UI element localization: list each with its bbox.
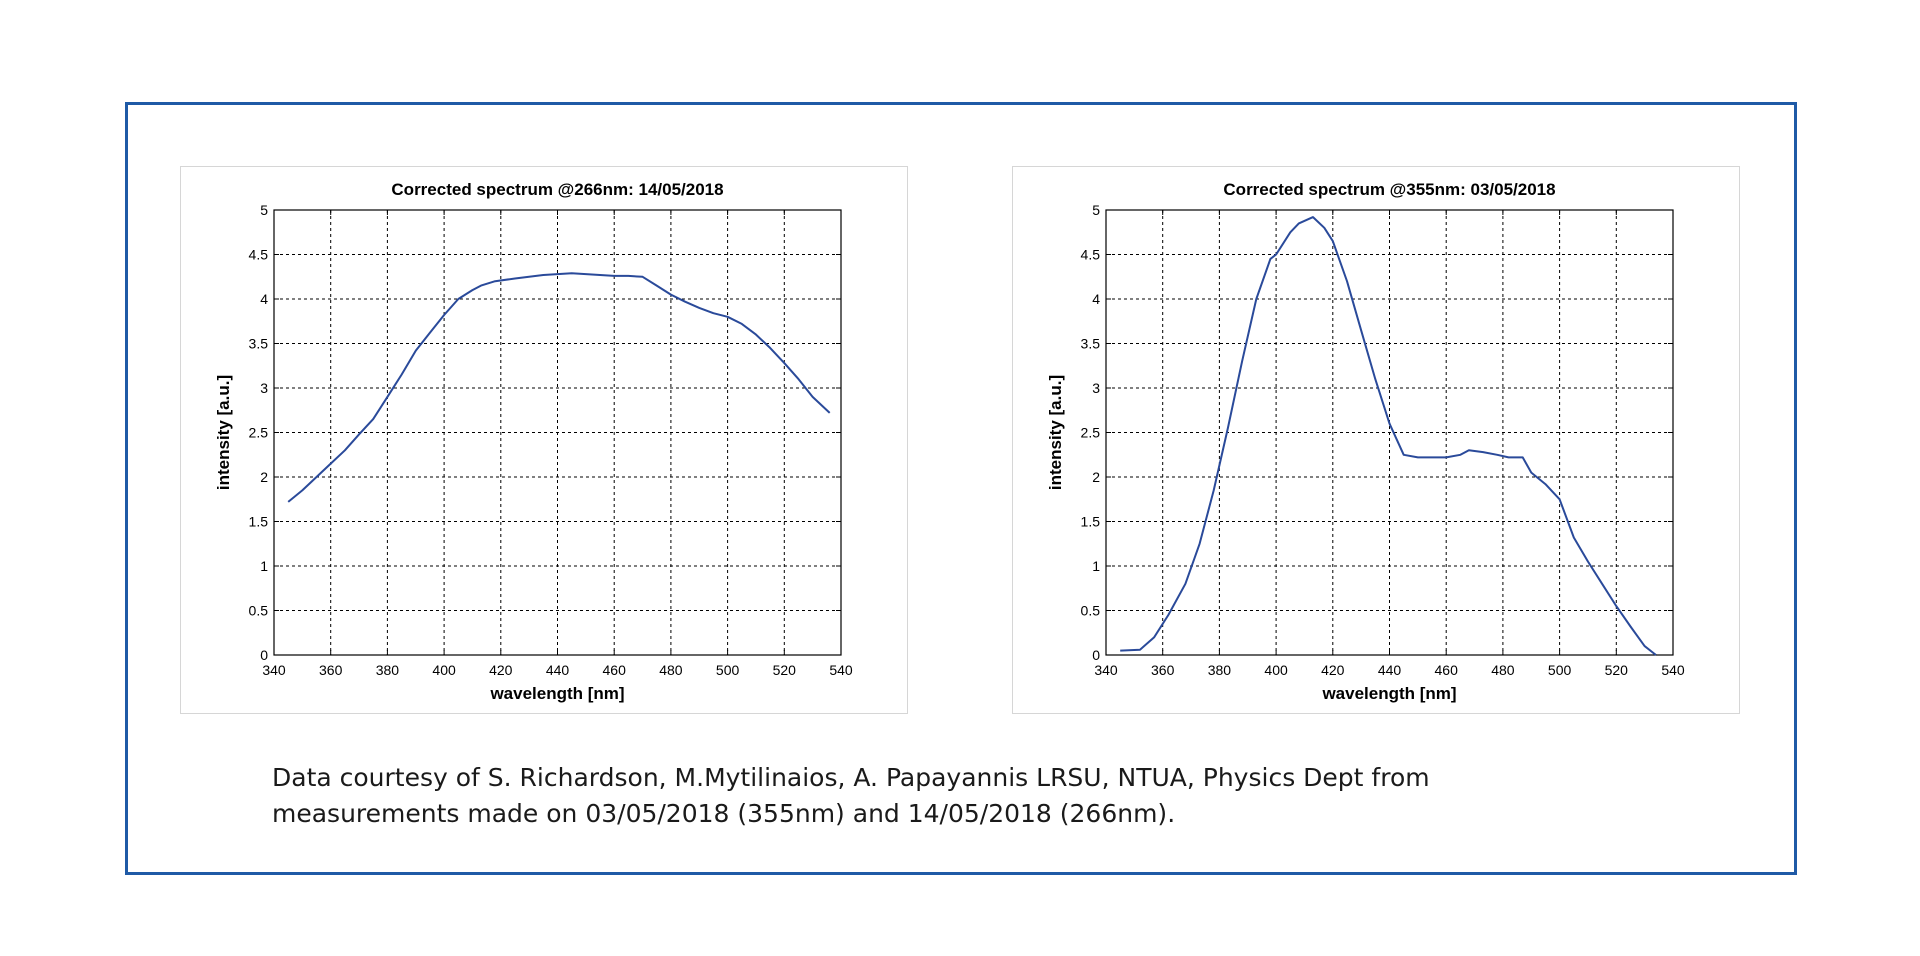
caption-line-2: measurements made on 03/05/2018 (355nm) … bbox=[272, 799, 1176, 828]
x-tick-label: 360 bbox=[1151, 662, 1175, 678]
x-tick-label: 480 bbox=[659, 662, 683, 678]
y-tick-label: 4 bbox=[1092, 291, 1100, 307]
x-axis-label: wavelength [nm] bbox=[1321, 684, 1456, 703]
x-tick-label: 400 bbox=[1264, 662, 1288, 678]
x-tick-label: 540 bbox=[829, 662, 853, 678]
x-tick-label: 380 bbox=[1208, 662, 1232, 678]
y-tick-label: 4.5 bbox=[249, 247, 269, 263]
x-tick-label: 520 bbox=[773, 662, 797, 678]
y-tick-label: 3.5 bbox=[249, 336, 269, 352]
y-tick-label: 1.5 bbox=[249, 514, 269, 530]
y-tick-label: 2.5 bbox=[249, 425, 269, 441]
x-tick-label: 500 bbox=[716, 662, 740, 678]
y-axis-label: intensity [a.u.] bbox=[214, 375, 233, 490]
x-tick-label: 360 bbox=[319, 662, 343, 678]
x-axis-label: wavelength [nm] bbox=[489, 684, 624, 703]
y-tick-label: 1.5 bbox=[1081, 514, 1101, 530]
y-tick-label: 0 bbox=[1092, 647, 1100, 663]
x-tick-label: 340 bbox=[262, 662, 286, 678]
chart-title: Corrected spectrum @355nm: 03/05/2018 bbox=[1223, 180, 1555, 199]
y-tick-label: 2.5 bbox=[1081, 425, 1101, 441]
x-tick-label: 440 bbox=[546, 662, 570, 678]
y-tick-label: 2 bbox=[260, 469, 268, 485]
x-tick-label: 460 bbox=[1435, 662, 1459, 678]
x-tick-label: 500 bbox=[1548, 662, 1572, 678]
caption-line-1: Data courtesy of S. Richardson, M.Mytili… bbox=[272, 763, 1430, 792]
series-line bbox=[1120, 216, 1657, 656]
y-tick-label: 4.5 bbox=[1081, 247, 1101, 263]
y-tick-label: 3 bbox=[1092, 380, 1100, 396]
x-tick-label: 520 bbox=[1605, 662, 1629, 678]
chart-title: Corrected spectrum @266nm: 14/05/2018 bbox=[391, 180, 723, 199]
y-tick-label: 0.5 bbox=[249, 603, 269, 619]
x-tick-label: 480 bbox=[1491, 662, 1515, 678]
x-tick-label: 420 bbox=[489, 662, 513, 678]
chart-266nm: 340 360 380 400 420 440 460 480 500 520 540 0 0.5 1 1.… bbox=[214, 180, 853, 703]
y-tick-label: 0.5 bbox=[1081, 603, 1101, 619]
y-tick-label: 2 bbox=[1092, 469, 1100, 485]
x-tick-label: 340 bbox=[1094, 662, 1118, 678]
chart-panel-266nm: 340 360 380 400 420 440 460 480 500 520 540 0 0.5 1 1.… bbox=[180, 166, 908, 714]
x-tick-label: 540 bbox=[1661, 662, 1685, 678]
y-tick-label: 4 bbox=[260, 291, 268, 307]
y-tick-label: 5 bbox=[1092, 202, 1100, 218]
y-tick-label: 5 bbox=[260, 202, 268, 218]
y-tick-label: 1 bbox=[260, 558, 268, 574]
x-tick-label: 400 bbox=[432, 662, 456, 678]
x-tick-label: 380 bbox=[376, 662, 400, 678]
caption: Data courtesy of S. Richardson, M.Mytili… bbox=[272, 760, 1572, 832]
y-tick-label: 1 bbox=[1092, 558, 1100, 574]
chart-355nm: 340 360 380 400 420 440 460 480 500 520 540 0 0.5 1 1.… bbox=[1046, 180, 1685, 703]
y-tick-label: 3 bbox=[260, 380, 268, 396]
series-line bbox=[287, 272, 831, 503]
y-axis-label: intensity [a.u.] bbox=[1046, 375, 1065, 490]
x-tick-label: 420 bbox=[1321, 662, 1345, 678]
y-tick-label: 0 bbox=[260, 647, 268, 663]
chart-panel-355nm: 340 360 380 400 420 440 460 480 500 520 540 0 0.5 1 1.… bbox=[1012, 166, 1740, 714]
y-tick-label: 3.5 bbox=[1081, 336, 1101, 352]
x-tick-label: 440 bbox=[1378, 662, 1402, 678]
x-tick-label: 460 bbox=[603, 662, 627, 678]
figure-frame bbox=[125, 102, 1797, 875]
